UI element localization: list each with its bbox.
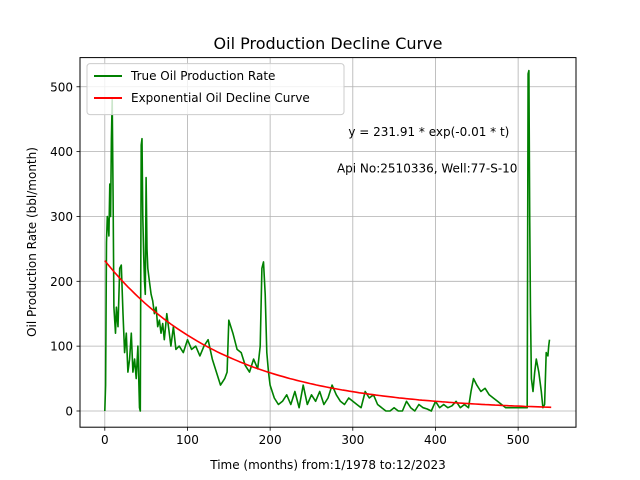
true-production-line [104,69,551,412]
y-tick-label: 500 [50,80,73,94]
x-tick-label: 300 [341,433,364,447]
legend-label-true-rate: True Oil Production Rate [130,69,275,83]
legend: True Oil Production Rate Exponential Oil… [86,63,345,116]
x-tick-label: 200 [259,433,282,447]
y-tick-label: 100 [50,340,73,354]
y-tick-label: 200 [50,275,73,289]
x-axis-label: Time (months) from:1/1978 to:12/2023 [209,458,446,472]
legend-label-decline-curve: Exponential Oil Decline Curve [131,91,310,105]
axis-ticks: 0 100 200 300 400 500 0 100 200 300 400 500 [50,80,529,447]
chart-title: Oil Production Decline Curve [214,34,443,53]
equation-annotation: y = 231.91 * exp(-0.01 * t) [348,125,509,139]
exponential-decline-line [104,260,552,409]
plot-frame [79,57,577,428]
x-tick-label: 100 [176,433,199,447]
y-tick-label: 0 [65,404,73,418]
x-tick-label: 0 [101,433,109,447]
y-axis-label: Oil Production Rate (bbl/month) [25,147,39,337]
grid [80,57,576,428]
legend-box [86,63,345,116]
series-layer [104,69,552,412]
x-tick-label: 400 [424,433,447,447]
y-tick-label: 400 [50,145,73,159]
y-tick-label: 300 [50,210,73,224]
well-annotation: Api No:2510336, Well:77-S-10 [337,161,517,175]
x-tick-label: 500 [507,433,530,447]
